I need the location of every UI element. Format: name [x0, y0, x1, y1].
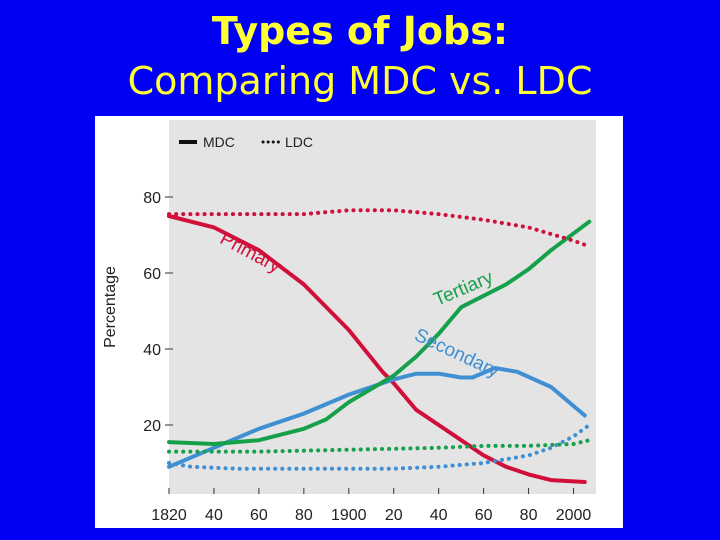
- x-tick-label-1820: 1820: [151, 507, 187, 524]
- x-tick-label-1900: 1900: [331, 507, 367, 524]
- x-tick-label-2000: 2000: [556, 507, 592, 524]
- x-tick-label-1880: 80: [295, 507, 313, 524]
- chart-panel: 20 40 60 80 1820 40 60 80 1900 20 40 60 80 2000 Prima…: [95, 116, 623, 528]
- series-ldc-secondary: [167, 423, 592, 471]
- series-mdc-secondary: [167, 366, 587, 469]
- x-tick-label-1960: 60: [475, 507, 493, 524]
- y-tick-label-20: 20: [143, 418, 161, 435]
- x-tick-label-1860: 60: [250, 507, 268, 524]
- x-tick-label-1840: 40: [205, 507, 223, 524]
- x-tick-label-1920: 20: [385, 507, 403, 524]
- y-axis-label: Percentage: [102, 266, 119, 348]
- y-tick-label-40: 40: [143, 342, 161, 359]
- y-tick-label-60: 60: [143, 266, 161, 283]
- series-mdc-tertiary: [167, 219, 592, 446]
- series-ldc-primary: [167, 208, 592, 249]
- y-tick-label-80: 80: [143, 190, 161, 207]
- x-tick-label-1940: 40: [430, 507, 448, 524]
- x-tick-label-1980: 80: [520, 507, 538, 524]
- series-layer: [167, 208, 592, 484]
- series-ldc-tertiary: [167, 438, 592, 454]
- slide-subtitle: Comparing MDC vs. LDC: [127, 59, 593, 103]
- series-mdc-primary: [167, 214, 587, 484]
- plot-background: [169, 120, 596, 494]
- legend-label-mdc: MDC: [203, 134, 235, 150]
- slide-title: Types of Jobs:: [211, 9, 509, 53]
- legend-label-ldc: LDC: [285, 134, 313, 150]
- axes: 20 40 60 80 1820 40 60 80 1900 20 40 60 80 2000: [143, 190, 591, 524]
- legend: MDC LDC: [179, 134, 313, 150]
